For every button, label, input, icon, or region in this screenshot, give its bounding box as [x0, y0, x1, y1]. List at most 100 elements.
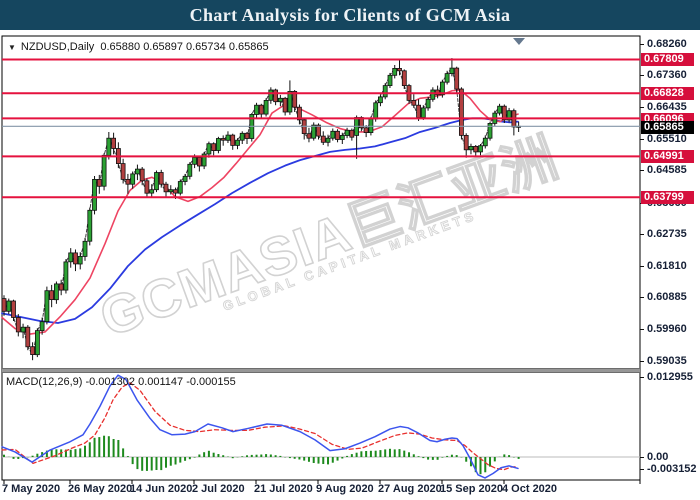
price-axis-label: 0.00 — [647, 450, 669, 463]
price-tick — [640, 234, 644, 235]
candle — [397, 68, 402, 72]
candle — [106, 137, 112, 156]
price-tick — [640, 329, 644, 330]
candle — [377, 96, 383, 104]
chevron-down-icon[interactable]: ▼ — [8, 42, 16, 52]
candle — [25, 326, 31, 348]
candle — [87, 209, 93, 242]
plot-frame — [1, 35, 641, 481]
candle — [501, 105, 507, 121]
candle — [111, 137, 116, 149]
price-axis-label: 0.66828 — [641, 86, 694, 100]
candle — [401, 70, 407, 87]
candle — [130, 173, 136, 185]
price-tick — [640, 107, 644, 108]
candle — [235, 139, 240, 146]
candle — [6, 300, 12, 312]
price-tick — [640, 75, 644, 76]
candle — [192, 156, 198, 165]
candle — [30, 346, 36, 356]
time-axis-label: 4 Oct 2020 — [502, 483, 558, 495]
candle — [449, 67, 455, 74]
price-axis-label: -0.003152 — [647, 462, 697, 475]
candles-layer — [1, 58, 521, 361]
price-tick — [640, 377, 644, 378]
price-axis-label: 0.67809 — [641, 52, 694, 66]
candle — [239, 132, 245, 141]
candle — [306, 133, 312, 139]
candle — [420, 107, 426, 118]
candle — [20, 326, 26, 333]
candle — [15, 317, 21, 333]
candle — [39, 321, 45, 332]
ma-slow-line — [1, 117, 519, 324]
candle — [258, 104, 264, 115]
price-axis-label: 0.64991 — [641, 149, 694, 163]
candle — [444, 73, 450, 83]
price-tick — [640, 44, 644, 45]
candle — [330, 130, 336, 139]
price-axis-label: 0.59960 — [647, 322, 687, 335]
candle — [335, 130, 340, 140]
candle — [382, 85, 388, 98]
candle — [168, 189, 174, 193]
candle — [416, 104, 422, 118]
candle — [482, 137, 488, 147]
candle — [497, 105, 503, 114]
candle — [54, 283, 59, 301]
candle — [273, 89, 279, 103]
candle — [268, 89, 274, 101]
price-axis-label: 0.60885 — [647, 290, 687, 303]
time-axis-label: 14 Jun 2020 — [130, 483, 193, 495]
candle — [292, 91, 298, 108]
candle — [211, 143, 217, 151]
price-axis-label: 0.61810 — [647, 259, 687, 272]
candle — [163, 183, 169, 193]
price-tick — [640, 457, 644, 458]
candle — [349, 129, 355, 138]
candle — [1, 298, 7, 312]
candle — [63, 261, 69, 291]
price-tick — [640, 266, 644, 267]
price-tick — [640, 139, 644, 140]
price-tick — [640, 469, 644, 470]
candle — [182, 175, 188, 182]
candle — [263, 100, 269, 115]
pane-separator[interactable] — [2, 368, 640, 373]
candle — [139, 168, 145, 182]
candle — [430, 89, 436, 100]
time-axis-label: 9 Aug 2020 — [316, 483, 374, 495]
candle — [44, 290, 50, 323]
candle — [49, 290, 54, 301]
symbol-info-text: NZDUSD,Daily 0.65880 0.65897 0.65734 0.6… — [20, 41, 269, 53]
time-axis-label: 15 Sep 2020 — [440, 483, 503, 495]
macd-line — [1, 374, 519, 479]
price-axis-label: 0.59035 — [647, 354, 687, 367]
candle — [187, 163, 193, 177]
candle — [201, 153, 207, 167]
candle — [73, 252, 78, 265]
price-marker-triangle — [513, 38, 525, 45]
time-axis-label: 27 Aug 2020 — [378, 483, 442, 495]
price-axis-label: 0.65865 — [641, 120, 694, 134]
candle — [154, 172, 159, 191]
time-axis-label: 2 Jul 2020 — [192, 483, 245, 495]
candle — [454, 67, 460, 90]
candle — [282, 97, 288, 113]
price-axis-label: 0.64585 — [647, 163, 687, 176]
symbol-info: ▼ NZDUSD,Daily 0.65880 0.65897 0.65734 0… — [8, 41, 269, 53]
candle — [244, 132, 250, 139]
candle — [177, 181, 183, 194]
price-axis-label: 0.66435 — [647, 100, 687, 113]
candle — [96, 178, 102, 187]
candle — [220, 138, 226, 141]
candle — [458, 88, 464, 136]
candle — [439, 81, 445, 96]
candle — [173, 189, 178, 194]
candle — [230, 134, 236, 146]
time-axis-label: 26 May 2020 — [68, 483, 133, 495]
candle — [387, 74, 393, 87]
candle — [339, 134, 345, 140]
